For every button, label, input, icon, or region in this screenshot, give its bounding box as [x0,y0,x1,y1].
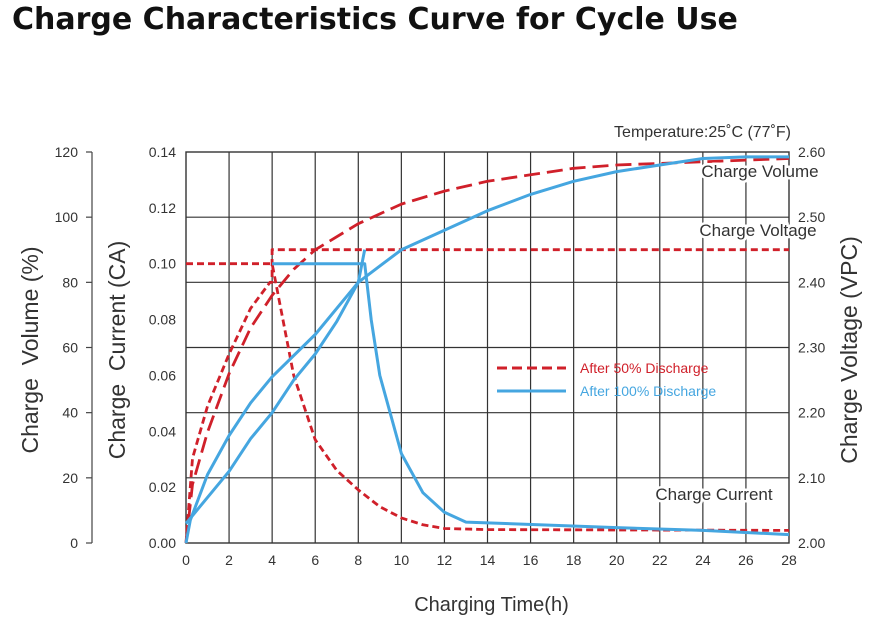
x-tick-label: 28 [781,552,797,568]
series-after-50-charge-current [186,262,790,532]
legend-label: After 50% Discharge [580,360,709,376]
current-tick-label: 0.10 [149,256,176,272]
voltage-tick-label: 2.60 [798,144,825,160]
chart-axes [86,151,93,544]
volume-axis-title: Charge Volume (%) [17,246,43,453]
curve-label: Charge Volume [701,162,818,181]
volume-tick-label: 120 [55,144,79,160]
x-tick-label: 20 [609,552,625,568]
series-after-100-charge-voltage [184,249,367,525]
x-tick-label: 24 [695,552,711,568]
x-tick-label: 16 [523,552,539,568]
series-after-50-charge-voltage [184,248,789,544]
volume-tick-label: 60 [62,340,78,356]
current-axis-title: Charge Current (CA) [104,241,130,460]
volume-tick-label: 40 [62,405,78,421]
x-tick-label: 12 [437,552,453,568]
x-tick-label: 4 [268,552,276,568]
volume-tick-label: 20 [62,470,78,486]
curve-label: Charge Current [655,485,772,504]
page-title: Charge Characteristics Curve for Cycle U… [12,2,738,37]
series-after-50-charge-volume [184,157,790,544]
x-tick-label: 8 [354,552,362,568]
x-tick-label: 22 [652,552,668,568]
current-tick-label: 0.00 [149,535,176,551]
voltage-tick-label: 2.10 [798,470,825,486]
volume-tick-label: 100 [55,209,79,225]
x-tick-label: 6 [311,552,319,568]
chart-grid [185,151,790,544]
series-after-100-charge-current [272,262,790,537]
voltage-tick-label: 2.20 [798,405,825,421]
voltage-tick-label: 2.50 [798,209,825,225]
voltage-axis-title: Charge Voltage (VPC) [836,236,862,464]
voltage-tick-label: 2.40 [798,274,825,290]
chart-text: 0 2 4 6 8 10 12 14 16 18 20 22 24 26 28020406080100120… [17,124,862,616]
chart-series [184,155,790,544]
current-tick-label: 0.02 [149,479,176,495]
volume-tick-label: 80 [62,274,78,290]
x-tick-label: 2 [225,552,233,568]
x-tick-label: 14 [480,552,496,568]
curve-label: Charge Voltage [699,221,816,240]
current-tick-label: 0.06 [149,367,176,383]
legend-label: After 100% Discharge [580,383,716,399]
voltage-tick-label: 2.00 [798,535,825,551]
x-axis-title: Charging Time(h) [414,594,569,616]
x-tick-label: 10 [394,552,410,568]
current-tick-label: 0.12 [149,200,176,216]
voltage-tick-label: 2.30 [798,340,825,356]
x-tick-label: 0 [182,552,190,568]
temperature-annotation: Temperature:25˚C (77˚F) [614,124,791,141]
volume-tick-label: 0 [70,535,78,551]
series-after-100-charge-volume [184,155,789,544]
current-tick-label: 0.08 [149,312,176,328]
current-tick-label: 0.14 [149,144,176,160]
x-tick-label: 26 [738,552,754,568]
x-tick-label: 18 [566,552,582,568]
current-tick-label: 0.04 [149,423,176,439]
